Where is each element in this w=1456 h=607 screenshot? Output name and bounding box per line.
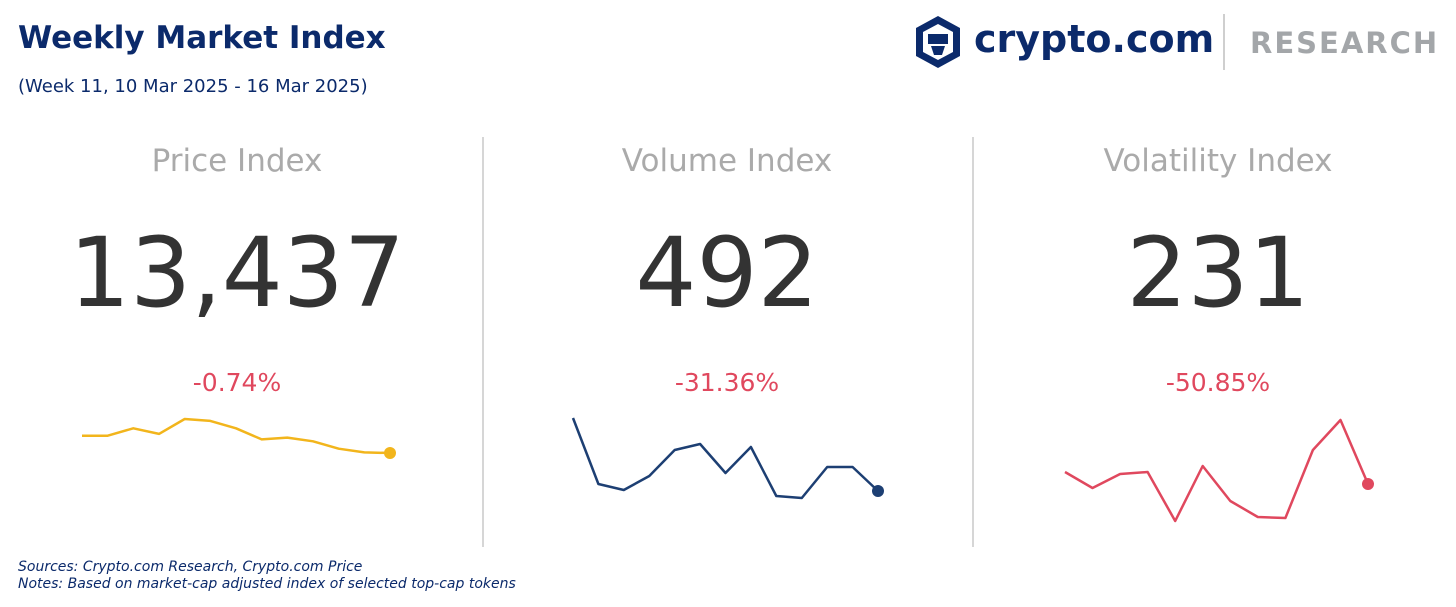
panel-value: 231 <box>1126 217 1309 329</box>
logo-mark <box>928 34 948 44</box>
sparkline-end <box>384 447 396 459</box>
logo-mark <box>931 46 945 55</box>
panel-change: -50.85% <box>1166 368 1270 397</box>
panel-title: Volume Index <box>622 143 833 179</box>
sources: Sources: Crypto.com Research, Crypto.com… <box>18 559 362 575</box>
page-subtitle: (Week 11, 10 Mar 2025 - 16 Mar 2025) <box>18 76 368 97</box>
sparkline <box>571 417 879 500</box>
panel-change: -31.36% <box>675 368 779 397</box>
panels: Price Index 13,437 -0.74% Volume Index 492 -3… <box>69 143 1374 523</box>
panel-value: 492 <box>635 217 818 329</box>
panel-title: Volatility Index <box>1103 143 1332 179</box>
brand-section: RESEARCH <box>1250 26 1439 60</box>
panel-title: Price Index <box>152 143 323 179</box>
page-title: Weekly Market Index <box>18 20 386 56</box>
brand-name: crypto.com <box>974 17 1214 61</box>
panel-change: -0.74% <box>193 368 281 397</box>
notes: Notes: Based on market-cap adjusted inde… <box>18 576 516 592</box>
panel-value: 13,437 <box>69 217 405 329</box>
sparkline-end <box>1362 478 1374 490</box>
sparkline <box>82 417 391 455</box>
logo: crypto.com RESEARCH <box>916 14 1439 70</box>
sparkline-end <box>872 485 884 497</box>
sparkline <box>1064 418 1370 523</box>
